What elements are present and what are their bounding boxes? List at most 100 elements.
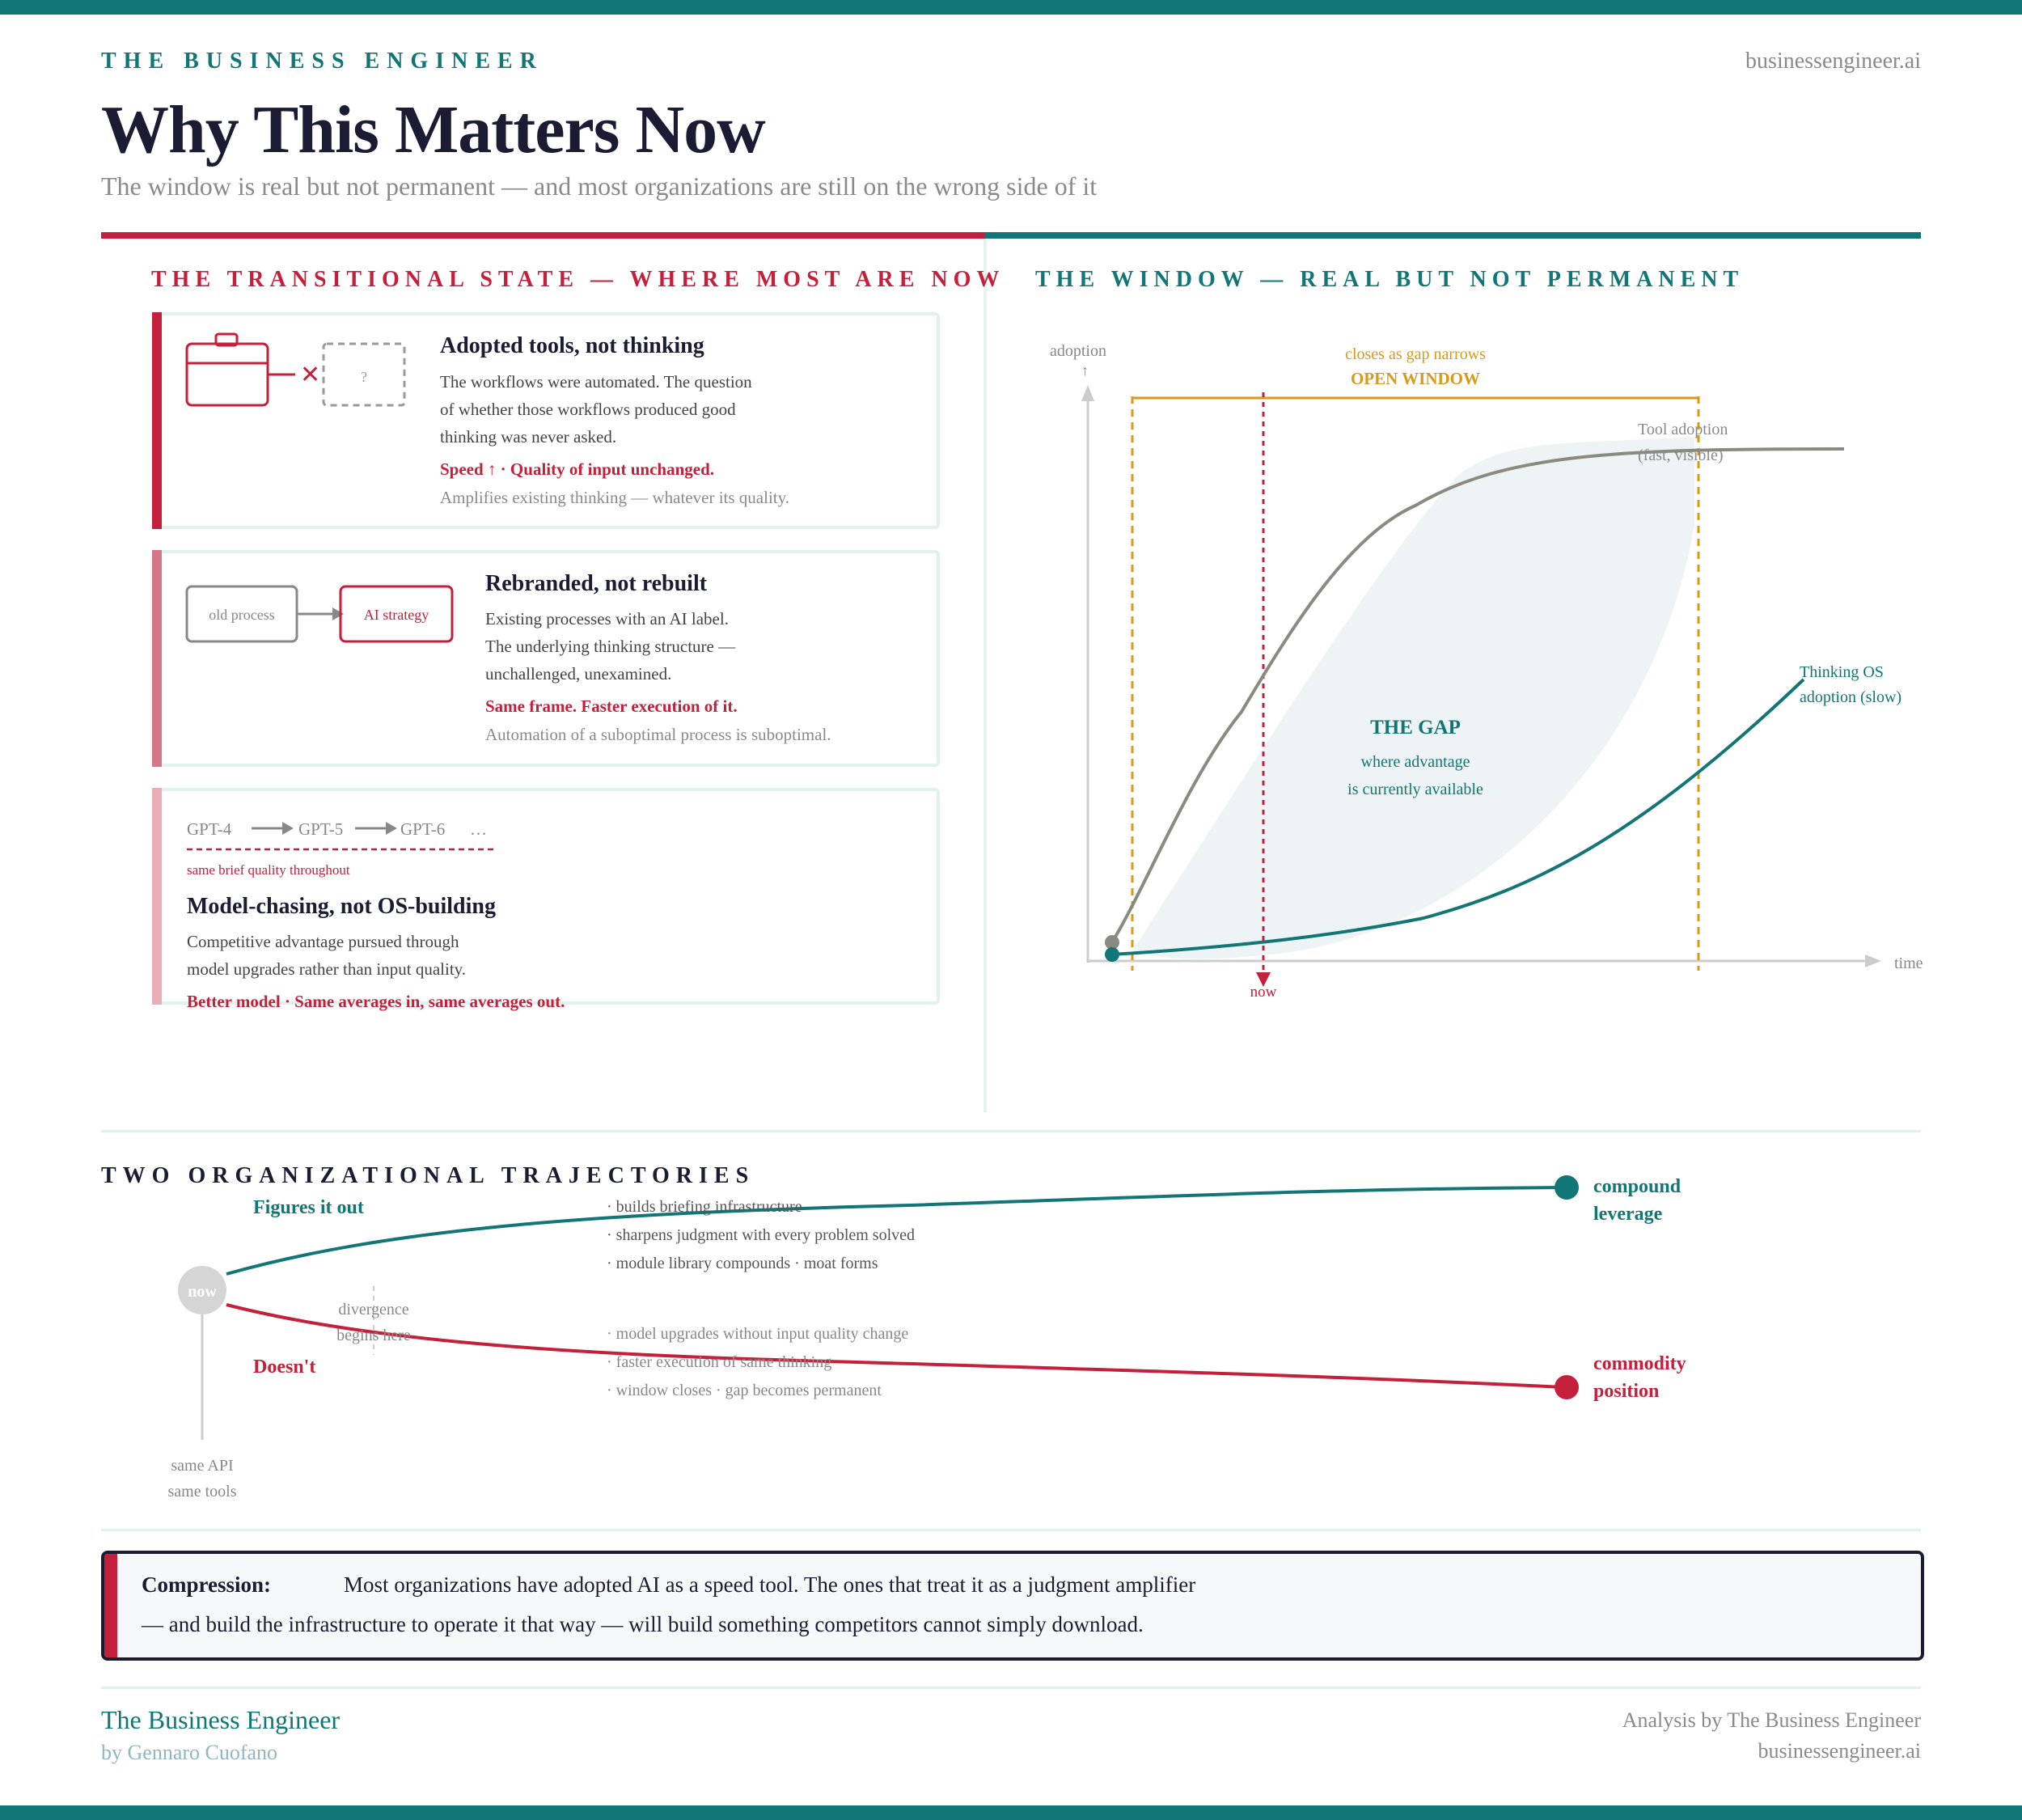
doesnt-point: · window closes · gap becomes permanent bbox=[607, 1382, 882, 1399]
old-process-label: old process bbox=[209, 607, 274, 623]
footer-site-url[interactable]: businessengineer.ai bbox=[1758, 1739, 1921, 1763]
thinking-os-sublabel: adoption (slow) bbox=[1800, 688, 1901, 706]
model-upgrade-sequence: GPT-4 GPT-5 GPT-6 … same brief quality t… bbox=[187, 819, 496, 878]
figures-it-out-point: · builds briefing infrastructure bbox=[607, 1198, 802, 1216]
card-body-line: The underlying thinking structure — bbox=[485, 637, 736, 656]
window-note: closes as gap narrows bbox=[1345, 345, 1486, 363]
gap-title: THE GAP bbox=[1370, 717, 1461, 739]
y-axis-arrow-icon bbox=[1081, 385, 1094, 401]
footer-brand: The Business Engineer bbox=[101, 1705, 341, 1734]
card-note: Automation of a suboptimal process is su… bbox=[485, 725, 831, 744]
card-body-line: Competitive advantage pursued through bbox=[187, 932, 459, 951]
card-title: Adopted tools, not thinking bbox=[440, 333, 704, 358]
card-adopted-tools bbox=[152, 312, 940, 529]
compression-box bbox=[101, 1551, 1924, 1661]
cross-icon: ✕ bbox=[300, 362, 320, 388]
commodity-position-label: position bbox=[1593, 1381, 1659, 1402]
commodity-position-endpoint bbox=[1555, 1375, 1579, 1399]
old-to-ai-diagram: old process AI strategy bbox=[185, 585, 454, 643]
card-emphasis: Speed ↑ · Quality of input unchanged. bbox=[440, 459, 715, 479]
bottom-accent-bar bbox=[0, 1805, 2022, 1820]
thinking-os-label: Thinking OS bbox=[1800, 663, 1884, 681]
trajectories-heading: TWO ORGANIZATIONAL TRAJECTORIES bbox=[101, 1163, 755, 1188]
now-arrow-icon bbox=[1256, 972, 1271, 987]
card-emphasis: Better model · Same averages in, same av… bbox=[187, 992, 565, 1011]
tool-adoption-sublabel: (fast, visible) bbox=[1638, 447, 1724, 464]
briefcase-handle bbox=[214, 332, 239, 347]
card-body-line: of whether those workflows produced good bbox=[440, 400, 736, 419]
thinking-os-start-point bbox=[1105, 947, 1119, 962]
figures-it-out-point: · module library compounds · moat forms bbox=[607, 1255, 878, 1272]
window-label: OPEN WINDOW bbox=[1351, 369, 1480, 388]
site-url[interactable]: businessengineer.ai bbox=[1745, 49, 1921, 74]
briefcase-icon bbox=[185, 342, 269, 407]
now-node bbox=[178, 1266, 226, 1314]
x-axis-arrow-icon bbox=[1865, 954, 1881, 967]
card-body: The workflows were automated. The questi… bbox=[440, 368, 752, 451]
window-chart: adoption ↑ time closes as gap narrows OP… bbox=[1050, 342, 1923, 1001]
thinking-os-adoption-line bbox=[1111, 678, 1805, 956]
figures-it-out-trajectory bbox=[226, 1186, 1566, 1276]
transitional-state-heading: THE TRANSITIONAL STATE — WHERE MOST ARE … bbox=[151, 267, 1005, 292]
card-body-line: Existing processes with an AI label. bbox=[485, 609, 729, 629]
section-divider bbox=[101, 1130, 1921, 1132]
y-axis-label: adoption bbox=[1050, 342, 1106, 360]
window-heading: THE WINDOW — REAL BUT NOT PERMANENT bbox=[1035, 267, 1745, 292]
compression-text: — and build the infrastructure to operat… bbox=[142, 1612, 1144, 1636]
arrow-head-icon bbox=[332, 607, 344, 620]
gap-line: where advantage bbox=[1361, 753, 1470, 771]
footer-divider bbox=[101, 1687, 1921, 1689]
compression-accent-bar bbox=[104, 1554, 117, 1657]
models-note: same brief quality throughout bbox=[187, 862, 350, 878]
figures-it-out-point: · sharpens judgment with every problem s… bbox=[607, 1226, 915, 1244]
compound-leverage-label: leverage bbox=[1593, 1204, 1663, 1225]
page-subtitle: The window is real but not permanent — a… bbox=[101, 171, 1098, 201]
card-body: Existing processes with an AI label. The… bbox=[485, 605, 735, 688]
column-divider bbox=[984, 239, 987, 1112]
footer-analysis-credit: Analysis by The Business Engineer bbox=[1622, 1708, 1921, 1732]
model-label: … bbox=[470, 819, 487, 839]
gap-area bbox=[1132, 437, 1694, 959]
card-title: Rebranded, not rebuilt bbox=[485, 571, 708, 596]
compression-label: Compression: bbox=[142, 1572, 272, 1597]
tool-adoption-line bbox=[1110, 447, 1845, 944]
top-accent-bar bbox=[0, 0, 2022, 15]
start-note: same tools bbox=[168, 1483, 237, 1500]
model-label: GPT-5 bbox=[298, 819, 343, 839]
compound-leverage-label: compound bbox=[1593, 1176, 1681, 1197]
footer-author: by Gennaro Cuofano bbox=[101, 1741, 278, 1764]
doesnt-trajectory bbox=[226, 1303, 1566, 1389]
now-node-label: now bbox=[188, 1283, 217, 1301]
figures-it-out-label: Figures it out bbox=[253, 1197, 364, 1218]
tool-adoption-label: Tool adoption bbox=[1638, 421, 1728, 438]
tool-adoption-start-point bbox=[1105, 935, 1119, 950]
card-accent-bar bbox=[152, 312, 162, 529]
arrow-head-icon bbox=[386, 822, 397, 835]
divergence-label: begins here bbox=[336, 1327, 411, 1344]
model-label: GPT-4 bbox=[187, 819, 232, 839]
arrow-head-icon bbox=[282, 822, 294, 835]
compression-text: Most organizations have adopted AI as a … bbox=[344, 1572, 1196, 1597]
card-body-line: The workflows were automated. The questi… bbox=[440, 372, 752, 392]
card-note: Amplifies existing thinking — whatever i… bbox=[440, 488, 789, 507]
brand-name: THE BUSINESS ENGINEER bbox=[101, 49, 544, 74]
card-accent-bar bbox=[152, 788, 162, 1005]
y-axis-up-icon: ↑ bbox=[1081, 362, 1089, 379]
compound-leverage-endpoint bbox=[1555, 1175, 1579, 1200]
doesnt-label: Doesn't bbox=[253, 1357, 315, 1378]
gap-line: is currently available bbox=[1347, 781, 1483, 798]
model-label: GPT-6 bbox=[400, 819, 445, 839]
commodity-position-label: commodity bbox=[1593, 1353, 1686, 1374]
ai-strategy-box bbox=[339, 585, 454, 643]
divergence-label: divergence bbox=[338, 1301, 408, 1318]
unknown-box-icon bbox=[322, 342, 406, 407]
card-body-line: thinking was never asked. bbox=[440, 427, 617, 447]
briefcase-vs-unknown-icon: ✕ ? bbox=[185, 332, 406, 407]
unknown-mark: ? bbox=[361, 369, 367, 385]
left-section-rule bbox=[101, 232, 985, 239]
now-label: now bbox=[1250, 984, 1277, 1001]
ai-strategy-label: AI strategy bbox=[364, 607, 429, 623]
section-divider bbox=[101, 1529, 1921, 1531]
start-note: same API bbox=[171, 1457, 233, 1475]
trajectories-diagram: now same API same tools divergence begin… bbox=[168, 1175, 1686, 1500]
